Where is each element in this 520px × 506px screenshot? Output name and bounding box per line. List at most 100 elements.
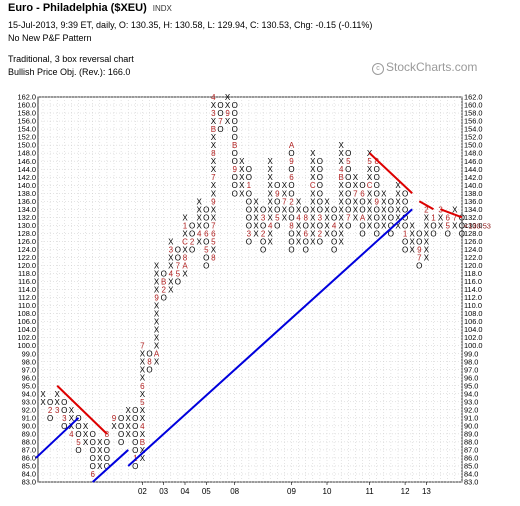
pf-x-mark: X (168, 253, 174, 262)
y-tick-label-right: 120.0 (464, 261, 483, 270)
pf-x-mark: X (168, 237, 174, 246)
pf-o-mark: O (402, 189, 408, 198)
pf-x-mark: X (83, 430, 89, 439)
y-tick-label-left: 144.0 (18, 165, 37, 174)
y-tick-label-right: 126.0 (464, 237, 483, 246)
y-tick-label-left: 98.0 (22, 357, 36, 366)
y-tick-label-right: 162.0 (464, 93, 483, 102)
pf-x-mark: X (126, 414, 132, 423)
chart-type-line: Traditional, 3 box reversal chart (8, 54, 134, 64)
y-tick-label-right: 83.0 (464, 478, 478, 487)
pf-o-mark: O (217, 101, 223, 110)
pf-x-mark: X (211, 181, 217, 190)
pf-o-mark: O (331, 237, 337, 246)
pf-month-mark: 7 (346, 213, 351, 222)
pf-o-mark: O (345, 165, 351, 174)
pf-month-mark: B (232, 141, 237, 150)
pf-month-mark: 5 (176, 269, 181, 278)
y-tick-label-right: 122.0 (464, 253, 483, 262)
pf-o-mark: O (374, 181, 380, 190)
pf-o-mark: O (317, 157, 323, 166)
pf-x-mark: X (154, 334, 160, 343)
pf-x-mark: X (154, 358, 160, 367)
y-tick-label-left: 122.0 (18, 253, 37, 262)
pf-x-mark: X (197, 221, 203, 230)
y-tick-label-left: 114.0 (18, 285, 36, 294)
y-tick-label-left: 120.0 (18, 261, 37, 270)
pf-x-mark: X (395, 189, 401, 198)
pf-o-mark: O (61, 398, 67, 407)
y-tick-label-right: 158.0 (464, 109, 483, 118)
pf-x-mark: X (310, 149, 316, 158)
pf-x-mark: X (225, 93, 231, 102)
y-tick-label-right: 150.0 (464, 141, 483, 150)
pf-x-mark: X (381, 197, 387, 206)
pf-o-mark: O (232, 117, 238, 126)
stockcharts-watermark: c StockCharts.com (372, 60, 477, 75)
y-tick-label-left: 128.0 (18, 229, 37, 238)
pf-o-mark: O (345, 173, 351, 182)
pf-o-mark: O (317, 189, 323, 198)
pf-x-mark: X (239, 181, 245, 190)
pf-month-mark: 4 (268, 221, 273, 230)
pf-x-mark: X (211, 205, 217, 214)
pf-o-mark: O (430, 229, 436, 238)
pf-o-mark: O (430, 221, 436, 230)
pf-o-mark: O (232, 181, 238, 190)
pf-o-mark: O (161, 269, 167, 278)
pf-x-mark: X (282, 181, 288, 190)
pf-month-mark: A (182, 261, 188, 270)
pf-x-mark: X (324, 229, 330, 238)
pf-x-mark: X (140, 430, 146, 439)
pf-month-mark: 2 (161, 286, 166, 295)
y-tick-label-left: 92.0 (22, 405, 36, 414)
y-tick-label-right: 84.0 (464, 470, 478, 479)
pf-month-mark: 5 (275, 213, 280, 222)
y-tick-label-left: 106.0 (18, 317, 37, 326)
y-tick-label-right: 156.0 (464, 117, 483, 126)
pf-x-mark: X (438, 221, 444, 230)
pf-x-mark: X (197, 197, 203, 206)
y-tick-label-right: 110.0 (464, 301, 482, 310)
pf-x-mark: X (211, 165, 217, 174)
pf-x-mark: X (353, 213, 359, 222)
pf-month-mark: B (161, 277, 166, 286)
pf-x-mark: X (381, 221, 387, 230)
pf-o-mark: O (288, 181, 294, 190)
resistance-trendline (368, 152, 413, 194)
y-tick-label-left: 100.0 (18, 341, 37, 350)
resistance-trendline (418, 200, 434, 211)
pf-o-mark: O (303, 245, 309, 254)
pf-month-mark: 3 (55, 406, 60, 415)
pf-o-mark: O (217, 125, 223, 134)
pf-o-mark: O (388, 205, 394, 214)
pf-o-mark: O (75, 430, 81, 439)
pf-x-mark: X (83, 438, 89, 447)
pf-o-mark: O (359, 221, 365, 230)
pf-month-mark: 8 (147, 358, 152, 367)
pf-month-mark: 6 (204, 229, 209, 238)
pf-month-mark: 9 (154, 294, 159, 303)
pf-o-mark: O (246, 237, 252, 246)
pf-x-mark: X (339, 197, 345, 206)
pf-x-mark: X (268, 173, 274, 182)
pf-o-mark: O (232, 109, 238, 118)
pf-o-mark: O (288, 165, 294, 174)
pf-x-mark: X (282, 189, 288, 198)
pf-x-mark: X (239, 189, 245, 198)
y-tick-label-right: 140.0 (464, 181, 483, 190)
pf-x-mark: X (154, 269, 160, 278)
pf-x-mark: X (253, 221, 259, 230)
y-tick-label-right: 95.0 (464, 381, 478, 390)
pf-o-mark: O (260, 237, 266, 246)
pf-o-mark: O (374, 205, 380, 214)
pf-x-mark: X (395, 213, 401, 222)
pf-o-mark: O (317, 165, 323, 174)
pf-o-mark: O (345, 181, 351, 190)
pf-o-mark: O (345, 149, 351, 158)
pf-o-mark: O (374, 213, 380, 222)
y-tick-label-right: 90.0 (464, 421, 478, 430)
pf-o-mark: O (118, 438, 124, 447)
pf-o-mark: O (132, 414, 138, 423)
